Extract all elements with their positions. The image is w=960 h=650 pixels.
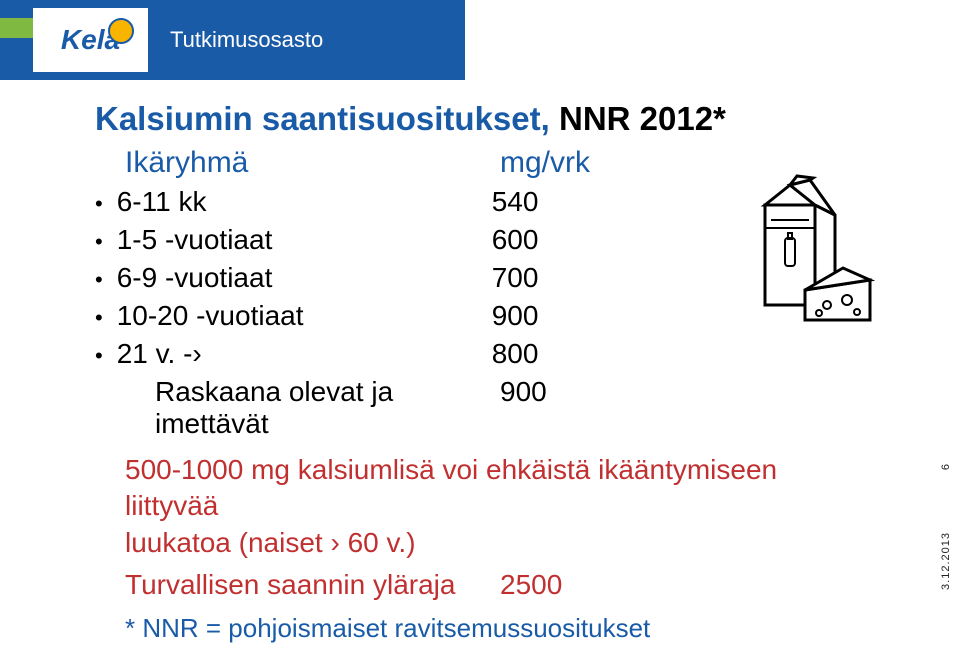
row-label: 1-5 -vuotiaat [117, 224, 492, 256]
col2-header: mg/vrk [500, 146, 620, 180]
row-label: 6-9 -vuotiaat [117, 262, 492, 294]
side-page-num: 6 [940, 464, 952, 470]
slide-title: Kalsiumin saantisuositukset, NNR 2012* [95, 100, 855, 138]
bullet-icon: • [95, 267, 103, 293]
row-value: 600 [492, 224, 612, 256]
header-accent [0, 18, 33, 38]
row-value: 700 [492, 262, 612, 294]
indent-label: Raskaana olevat ja imettävät [155, 376, 500, 440]
side-date: 3.12.2013 [940, 532, 952, 590]
bullet-icon: • [95, 305, 103, 331]
safe-row: Turvallisen saannin yläraja 2500 [125, 569, 855, 601]
data-row: • 21 v. -› 800 [95, 338, 855, 370]
bullet-icon: • [95, 343, 103, 369]
col1-header: Ikäryhmä [125, 146, 500, 180]
row-value: 900 [492, 300, 612, 332]
row-value: 540 [492, 186, 612, 218]
logo-circle-icon [108, 18, 134, 44]
logo-box: Kela [33, 8, 148, 72]
logo-text: Kela [61, 24, 120, 56]
note-line2: luukatoa (naiset › 60 v.) [125, 525, 855, 561]
title-part2: NNR 2012* [559, 100, 726, 137]
header-bar: Kela Tutkimusosasto [0, 0, 465, 80]
safe-label: Turvallisen saannin yläraja [125, 569, 500, 601]
row-value: 800 [492, 338, 612, 370]
footnote: * NNR = pohjoismaiset ravitsemussuosituk… [125, 613, 855, 644]
note-line1: 500-1000 mg kalsiumlisä voi ehkäistä ikä… [125, 452, 855, 525]
header-department: Tutkimusosasto [170, 27, 323, 53]
bullet-icon: • [95, 229, 103, 255]
row-label: 6-11 kk [117, 186, 492, 218]
title-part1: Kalsiumin saantisuositukset, [95, 100, 550, 137]
note-block: 500-1000 mg kalsiumlisä voi ehkäistä ikä… [125, 452, 855, 561]
row-label: 21 v. -› [117, 338, 492, 370]
indent-row: Raskaana olevat ja imettävät 900 [155, 376, 855, 440]
bullet-icon: • [95, 191, 103, 217]
indent-value: 900 [500, 376, 620, 408]
safe-value: 2500 [500, 569, 620, 601]
milk-cheese-icon [735, 170, 875, 335]
row-label: 10-20 -vuotiaat [117, 300, 492, 332]
